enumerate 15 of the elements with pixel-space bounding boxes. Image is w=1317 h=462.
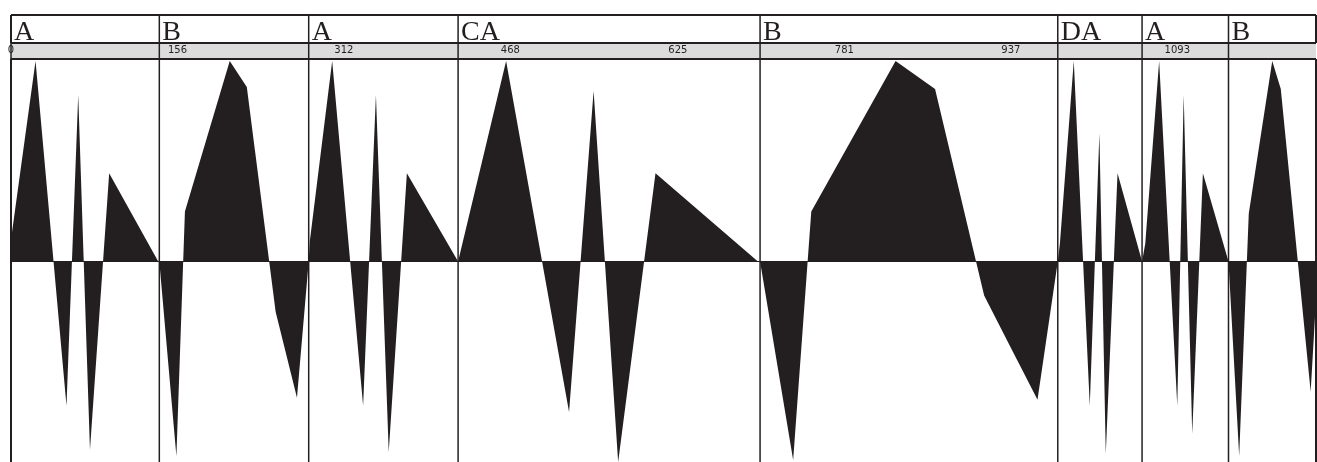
ref-line-label: B <box>1231 15 1251 46</box>
ref-line-label: A <box>1145 15 1167 46</box>
ref-line-label: B <box>162 15 182 46</box>
x-tick-label: 781 <box>834 43 854 55</box>
ref-line-label: A <box>311 15 333 46</box>
x-tick-label: 937 <box>1001 43 1021 55</box>
legend-label: DA <box>1060 15 1102 46</box>
ref-line-label: CA <box>461 15 501 46</box>
x-tick-label: 468 <box>500 43 520 55</box>
ref-line-label: A <box>14 15 35 46</box>
ref-line-label: B <box>763 15 782 46</box>
x-tick-label: 1093 <box>1164 43 1191 55</box>
x-tick-label: 625 <box>668 43 688 55</box>
x-tick-label: 156 <box>167 43 188 55</box>
x-tick-label: 312 <box>334 43 354 55</box>
